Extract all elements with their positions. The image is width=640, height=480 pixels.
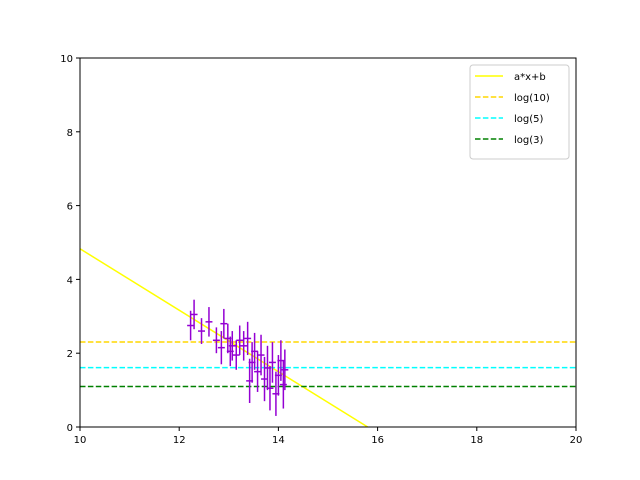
errorbar-point-27: [281, 349, 289, 391]
legend-label: log(3): [514, 135, 544, 146]
errorbar-point-13: [244, 321, 252, 356]
y-tick-label: 6: [67, 202, 73, 213]
errorbar-point-17: [254, 351, 262, 392]
plot-content: [80, 248, 576, 427]
y-tick-label: 8: [67, 128, 73, 139]
errorbar-point-5: [217, 331, 225, 365]
x-tick-label: 10: [74, 435, 87, 446]
legend: a*x+b log(10) log(5) log(3): [469, 64, 570, 160]
errorbar-point-10: [232, 340, 240, 370]
y-tick-label: 2: [67, 349, 73, 360]
y-tick-label: 10: [60, 54, 73, 65]
errorbar-point-4: [212, 327, 220, 354]
x-tick-label: 14: [272, 435, 285, 446]
errorbar-series: [187, 299, 289, 416]
errorbar-point-21: [266, 366, 274, 411]
errorbar-point-1: [190, 299, 198, 330]
plot-area: [80, 248, 576, 427]
errorbar-point-18: [257, 334, 265, 376]
legend-label: a*x+b: [514, 72, 546, 83]
errorbar-point-3: [205, 307, 213, 337]
x-tick-label: 16: [371, 435, 384, 446]
errorbar-point-11: [236, 325, 244, 356]
errorbar-point-26: [279, 360, 287, 409]
axes-frame: [79, 57, 577, 428]
y-tick-label: 4: [67, 275, 73, 286]
errorbar-point-6: [220, 308, 228, 339]
x-tick-label: 12: [173, 435, 186, 446]
errorbar-point-2: [198, 318, 205, 344]
errorbar-point-12: [240, 331, 248, 361]
x-tick-label: 18: [470, 435, 483, 446]
x-tick-label: 20: [570, 435, 583, 446]
axes: 10 12 14 16 18 20 0 2 4 6 8 10: [60, 54, 582, 446]
errorbar-point-0: [187, 310, 195, 341]
y-tick-label: 0: [67, 423, 73, 434]
errorbar-point-9: [228, 331, 236, 361]
legend-label: log(5): [514, 114, 544, 125]
legend-box: [469, 64, 570, 160]
legend-label: log(10): [514, 93, 550, 104]
errorbar-point-22: [268, 342, 276, 383]
